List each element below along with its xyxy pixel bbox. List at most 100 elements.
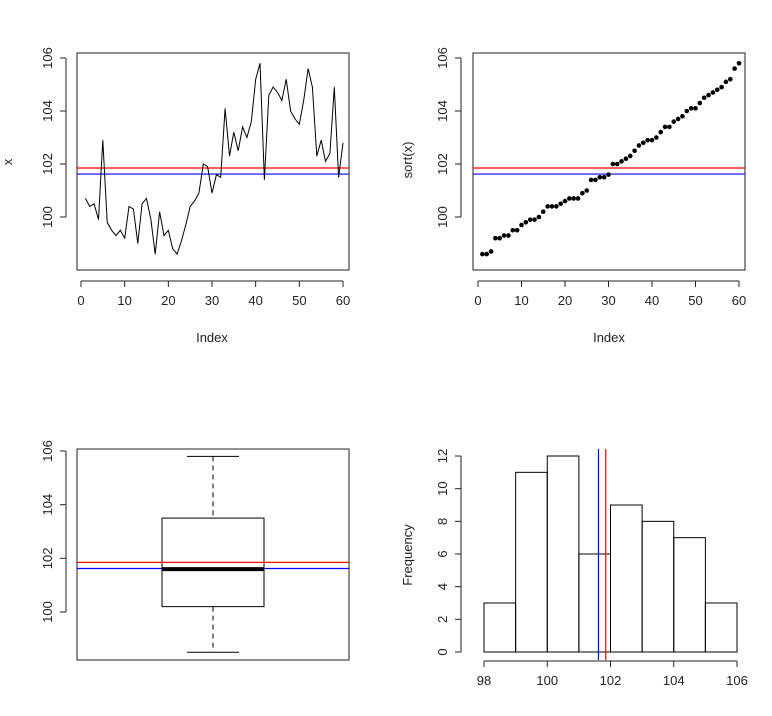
data-point-20 [567,196,572,201]
data-point-14 [540,209,546,214]
data-point-32 [619,159,624,164]
data-point-53 [710,90,716,95]
data-point-15 [545,204,550,209]
hist-bar-4 [610,504,643,653]
data-point-12 [532,217,537,222]
x-tick-label-3-2: 102 [600,673,622,688]
y-tick-label-2-1: 102 [40,547,55,569]
data-point-37 [641,140,646,146]
data-point-19 [562,198,568,204]
data-point-16 [549,204,555,209]
data-point-31 [614,161,620,167]
data-point-13 [536,214,542,220]
y-tick-label-2-3: 106 [40,440,55,462]
y-tick-label-0-2: 104 [40,100,55,122]
data-point-57 [728,76,733,82]
y-tick-label-3-3: 6 [435,550,450,557]
x-tick-label-1-4: 40 [645,293,659,308]
data-point-4 [497,235,503,241]
data-point-40 [654,135,659,140]
data-point-17 [554,204,559,209]
x-tick-label-1-3: 30 [601,293,615,308]
x-axis-label-1: Index [593,330,625,345]
x-tick-label-0-4: 40 [248,293,262,308]
data-point-54 [714,87,720,93]
data-point-2 [488,249,494,254]
y-tick-label-2-0: 100 [40,601,55,623]
data-point-21 [571,196,576,201]
x-axis-label-0: Index [196,330,228,345]
data-point-23 [580,190,585,196]
x-tick-label-0-5: 50 [292,293,306,308]
y-axis-label-0: x [0,158,15,165]
data-point-41 [658,129,663,135]
y-tick-label-1-3: 106 [435,47,450,69]
data-point-42 [662,124,668,130]
data-point-5 [501,233,507,238]
hist-bar-7 [704,602,738,653]
y-tick-label-3-1: 2 [435,616,450,623]
data-point-33 [623,156,629,161]
series-line-0 [84,63,344,256]
data-point-22 [575,196,581,201]
data-point-55 [719,84,724,90]
hist-bar-6 [673,537,706,653]
hist-bar-1 [515,471,548,653]
hist-bar-5 [641,520,675,653]
plot-frame-0 [76,52,350,271]
x-tick-label-0-1: 10 [117,293,131,308]
data-point-59 [736,61,742,66]
x-tick-label-0-6: 60 [336,293,350,308]
y-tick-label-1-2: 104 [435,100,450,122]
data-point-38 [645,137,650,143]
y-tick-label-2-2: 104 [40,494,55,516]
x-tick-label-3-3: 104 [663,673,685,688]
data-point-45 [675,116,681,122]
x-tick-label-0-2: 20 [161,293,175,308]
data-point-36 [636,143,642,148]
x-tick-label-3-4: 106 [726,673,748,688]
data-point-28 [601,174,607,180]
x-tick-label-0-3: 30 [205,293,219,308]
data-point-35 [632,148,637,154]
data-point-10 [523,220,529,225]
data-point-6 [506,233,511,238]
data-point-26 [593,177,598,183]
x-tick-label-3-1: 100 [536,673,558,688]
y-tick-label-0-1: 102 [40,153,55,175]
data-point-18 [558,201,563,207]
y-tick-label-3-6: 12 [435,449,450,463]
data-point-58 [732,66,737,71]
data-point-25 [588,177,594,183]
y-tick-label-1-0: 100 [435,206,450,228]
y-tick-label-3-0: 0 [435,648,450,655]
y-axis-label-1: sort(x) [400,142,415,179]
data-point-46 [680,114,685,119]
x-tick-label-0-0: 0 [77,293,84,308]
hist-bar-0 [483,602,517,653]
data-point-11 [527,217,533,222]
y-tick-label-1-1: 102 [435,153,450,175]
y-tick-label-0-0: 100 [40,206,55,228]
data-point-51 [701,95,707,101]
x-tick-label-1-1: 10 [514,293,528,308]
x-tick-label-1-2: 20 [558,293,572,308]
x-tick-label-1-6: 60 [732,293,746,308]
data-point-47 [684,108,690,114]
data-point-1 [484,251,490,257]
y-axis-label-3: Frequency [400,524,415,586]
y-tick-label-0-3: 106 [40,47,55,69]
y-tick-label-3-4: 8 [435,518,450,525]
plot-frame-2 [76,448,350,661]
x-tick-label-3-0: 98 [477,673,491,688]
data-point-9 [519,222,524,228]
plot-frame-1 [472,52,746,271]
data-point-27 [597,174,603,180]
y-tick-label-3-2: 4 [435,583,450,590]
hist-bar-2 [546,455,580,653]
data-point-34 [627,153,633,159]
data-point-48 [688,106,694,111]
y-tick-label-3-5: 10 [435,481,450,495]
data-point-52 [706,92,711,98]
